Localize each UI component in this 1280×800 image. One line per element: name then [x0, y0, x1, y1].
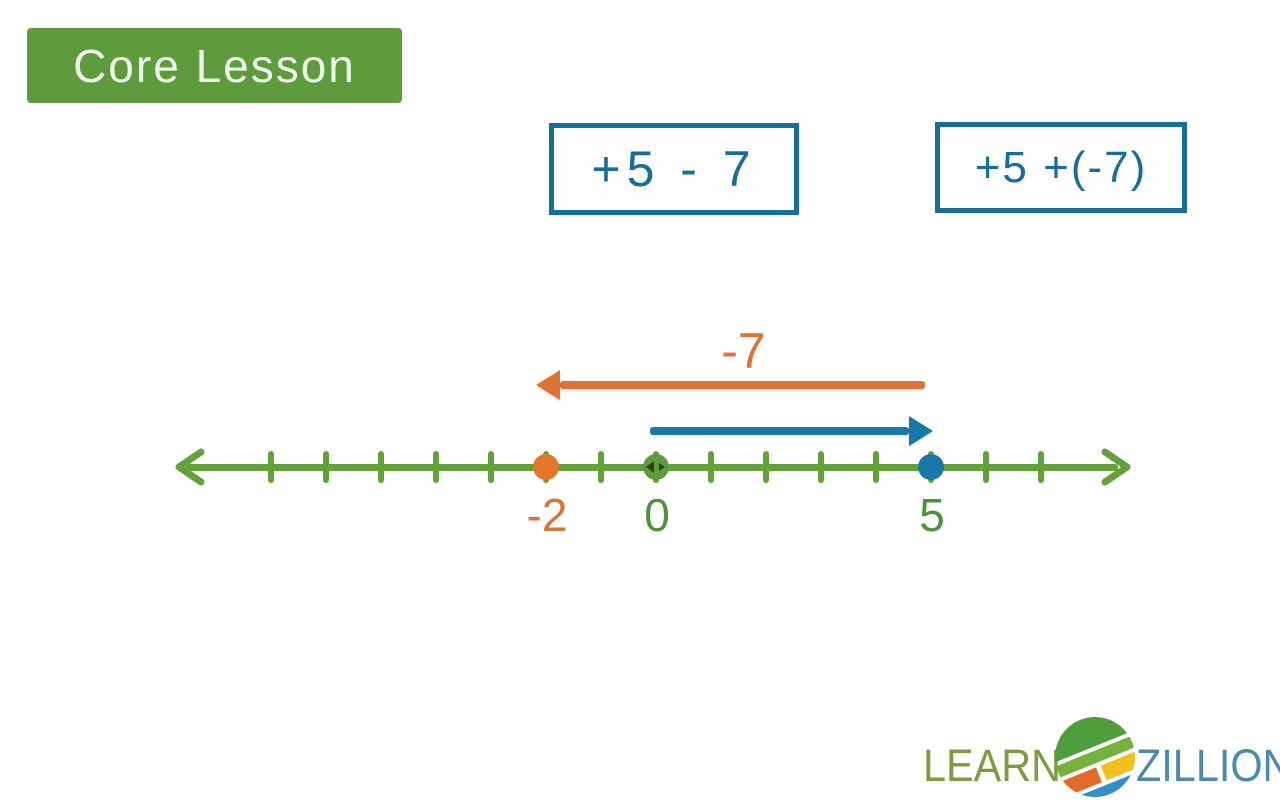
expression-subtraction-text: +5 - 7	[591, 141, 757, 197]
vector-line-1	[560, 381, 925, 389]
tick-1	[708, 451, 714, 483]
numberline-label-0: 0	[644, 489, 670, 541]
logo-learn-text: LEARN	[923, 740, 1062, 791]
point--2	[533, 454, 559, 480]
tick--7	[268, 451, 274, 483]
point-0	[643, 454, 669, 480]
tick--3	[488, 451, 494, 483]
numberline-label-5: 5	[919, 489, 945, 541]
tick-3	[818, 451, 824, 483]
point-5	[918, 454, 944, 480]
tick-7	[1038, 451, 1044, 483]
tick-4	[873, 451, 879, 483]
tick--5	[378, 451, 384, 483]
core-lesson-badge: Core Lesson	[27, 28, 402, 103]
axis-arrow-right-icon	[1101, 448, 1131, 486]
tick--1	[598, 451, 604, 483]
core-lesson-label: Core Lesson	[73, 39, 356, 92]
expression-add-negative-text: +5 +(-7)	[974, 142, 1148, 192]
expression-box-subtraction: +5 - 7	[549, 123, 799, 215]
tick--6	[323, 451, 329, 483]
tick-2	[763, 451, 769, 483]
learnzillion-globe-icon	[1055, 717, 1135, 797]
vector-label-1: -7	[721, 323, 766, 379]
origin-marker-left-icon	[646, 461, 654, 473]
axis-arrow-left-icon	[175, 448, 205, 486]
origin-marker-right-icon	[659, 463, 665, 471]
tick-6	[983, 451, 989, 483]
tick--4	[433, 451, 439, 483]
vector-arrowhead-left-icon	[536, 370, 560, 400]
expression-box-add-negative: +5 +(-7)	[935, 122, 1187, 213]
vector-line-2	[650, 427, 909, 435]
vector-arrowhead-right-icon	[909, 416, 933, 446]
logo-zillion-text: ZILLION	[1136, 740, 1280, 791]
numberline-label--2: -2	[526, 489, 568, 541]
